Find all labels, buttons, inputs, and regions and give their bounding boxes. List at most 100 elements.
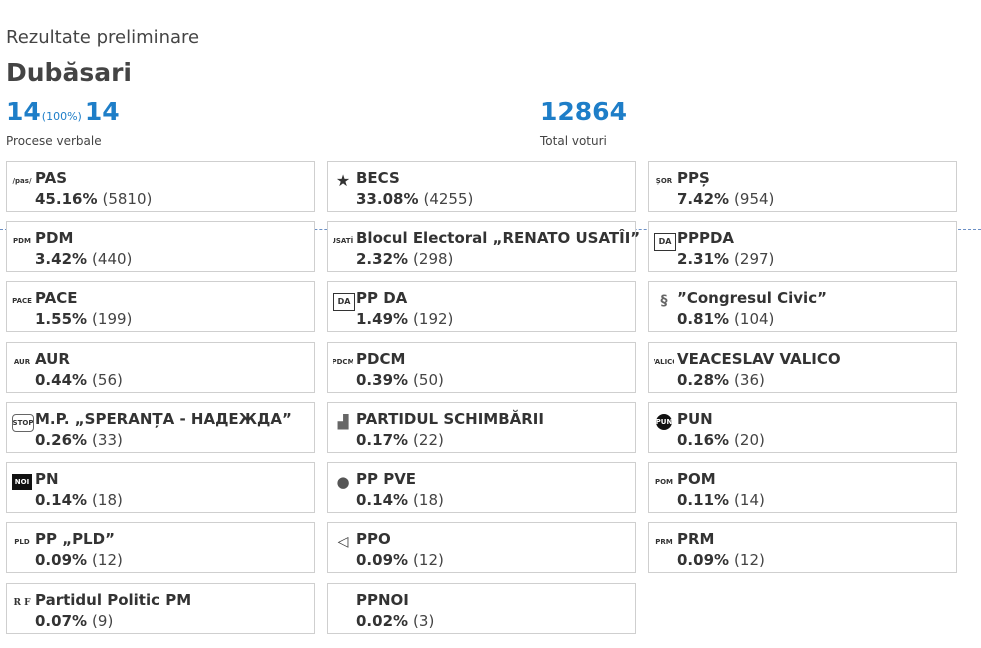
pdm-logo-icon: PDM (13, 236, 31, 245)
party-card[interactable]: ▟ PARTIDUL SCHIMBĂRII 0.17% (22) (327, 402, 636, 453)
party-percent: 0.44% (35, 371, 88, 389)
party-percent: 0.14% (35, 491, 88, 509)
party-votes: (14) (734, 491, 765, 509)
party-result: 7.42% (954) (677, 190, 774, 208)
party-card[interactable]: PPNOI 0.02% (3) (327, 583, 636, 634)
pps-logo-icon: ȘOR (655, 176, 673, 185)
party-card[interactable]: PUN PUN 0.16% (20) (648, 402, 957, 453)
party-result: 0.07% (9) (35, 612, 113, 630)
party-name: M.P. „SPERANȚA - НАДЕЖДА” (35, 410, 292, 428)
pve-logo-icon: ● (336, 474, 350, 490)
party-name: PDCM (356, 350, 406, 368)
party-card[interactable]: R F Partidul Politic PM 0.07% (9) (6, 583, 315, 634)
page-title: Dubăsari (6, 58, 132, 87)
party-votes: (20) (734, 431, 765, 449)
noi-logo-icon: NOI (12, 474, 32, 490)
party-name: Blocul Electoral „RENATO USATÎI” (356, 229, 641, 247)
party-name: PPȘ (677, 169, 710, 187)
pun-logo-icon: PUN (656, 414, 672, 430)
party-card[interactable]: ȘOR PPȘ 7.42% (954) (648, 161, 957, 212)
party-result: 1.55% (199) (35, 310, 132, 328)
party-card[interactable]: /pas/PAS 45.16% (5810) (6, 161, 315, 212)
party-card[interactable]: DA PPPDA 2.31% (297) (648, 221, 957, 272)
party-result: 0.09% (12) (35, 551, 123, 569)
party-card[interactable]: ★ BECS 33.08% (4255) (327, 161, 636, 212)
party-card[interactable]: NOI PN 0.14% (18) (6, 462, 315, 513)
party-percent: 0.39% (356, 371, 409, 389)
pace-logo-icon: PACE (12, 296, 32, 305)
party-card[interactable]: PDM PDM 3.42% (440) (6, 221, 315, 272)
party-result: 0.26% (33) (35, 431, 123, 449)
party-percent: 7.42% (677, 190, 730, 208)
party-percent: 0.16% (677, 431, 730, 449)
party-votes: (56) (92, 371, 123, 389)
party-votes: (36) (734, 371, 765, 389)
processes-label: Procese verbale (6, 134, 102, 148)
party-result: 33.08% (4255) (356, 190, 473, 208)
party-votes: (298) (413, 250, 454, 268)
party-percent: 0.09% (35, 551, 88, 569)
party-percent: 0.07% (35, 612, 88, 630)
party-card[interactable]: USATÎIBlocul Electoral „RENATO USATÎI” 2.… (327, 221, 640, 272)
party-votes: (18) (413, 491, 444, 509)
party-votes: (297) (734, 250, 775, 268)
party-card[interactable]: DA PP DA 1.49% (192) (327, 281, 636, 332)
party-result: 0.09% (12) (677, 551, 765, 569)
party-card[interactable]: PLD PP „PLD” 0.09% (12) (6, 522, 315, 573)
party-card[interactable]: POM POM 0.11% (14) (648, 462, 957, 513)
party-result: 0.14% (18) (35, 491, 123, 509)
party-percent: 0.09% (677, 551, 730, 569)
party-card[interactable]: PDCM PDCM 0.39% (50) (327, 342, 636, 393)
party-name: PP PVE (356, 470, 417, 488)
party-name: BECS (356, 169, 400, 187)
party-card[interactable]: ◁ PPO 0.09% (12) (327, 522, 636, 573)
party-card[interactable]: AUR AUR 0.44% (56) (6, 342, 315, 393)
party-name: PP DA (356, 289, 408, 307)
processed-count: 14 (6, 97, 41, 126)
party-votes: (33) (92, 431, 123, 449)
party-percent: 1.55% (35, 310, 88, 328)
pas-logo-icon: /pas/ (12, 176, 32, 185)
party-percent: 0.81% (677, 310, 730, 328)
rf-logo-icon: R F (13, 597, 31, 608)
total-votes-label: Total voturi (540, 134, 607, 148)
party-percent: 0.26% (35, 431, 88, 449)
party-name: PN (35, 470, 59, 488)
party-result: 0.16% (20) (677, 431, 765, 449)
party-card[interactable]: § ”Congresul Civic” 0.81% (104) (648, 281, 957, 332)
party-percent: 0.17% (356, 431, 409, 449)
party-percent: 33.08% (356, 190, 419, 208)
party-votes: (5810) (102, 190, 153, 208)
party-votes: (9) (92, 612, 114, 630)
party-name: Partidul Politic PM (35, 591, 192, 609)
party-result: 0.39% (50) (356, 371, 444, 389)
party-result: 0.09% (12) (356, 551, 444, 569)
page-subtitle: Rezultate preliminare (6, 27, 200, 48)
party-card[interactable]: VALICOVEACESLAV VALICO 0.28%(36) (648, 342, 957, 393)
party-percent: 3.42% (35, 250, 88, 268)
star-icon: ★ (335, 173, 351, 189)
party-result: 3.42% (440) (35, 250, 132, 268)
party-name: PPO (356, 530, 391, 548)
party-votes: (22) (413, 431, 444, 449)
party-percent: 0.11% (677, 491, 730, 509)
party-card[interactable]: STOP M.P. „SPERANȚA - НАДЕЖДА” 0.26% (33) (6, 402, 315, 453)
processed-percent: (100%) (41, 110, 82, 123)
party-percent: 0.28% (677, 371, 730, 389)
party-votes: (12) (734, 551, 765, 569)
party-percent: 45.16% (35, 190, 98, 208)
party-card[interactable]: PACE PACE 1.55% (199) (6, 281, 315, 332)
party-result: 2.31% (297) (677, 250, 774, 268)
congresul-civic-logo-icon: § (660, 293, 668, 309)
party-votes: (192) (413, 310, 454, 328)
party-result: 1.49% (192) (356, 310, 453, 328)
party-votes: (440) (92, 250, 133, 268)
party-card[interactable]: ● PP PVE 0.14% (18) (327, 462, 636, 513)
party-percent: 0.02% (356, 612, 409, 630)
party-result: 0.17% (22) (356, 431, 444, 449)
party-name: PUN (677, 410, 713, 428)
party-percent: 0.09% (356, 551, 409, 569)
total-processes: 14 (84, 97, 120, 126)
party-votes: (199) (92, 310, 133, 328)
party-card[interactable]: PRM PRM 0.09% (12) (648, 522, 957, 573)
